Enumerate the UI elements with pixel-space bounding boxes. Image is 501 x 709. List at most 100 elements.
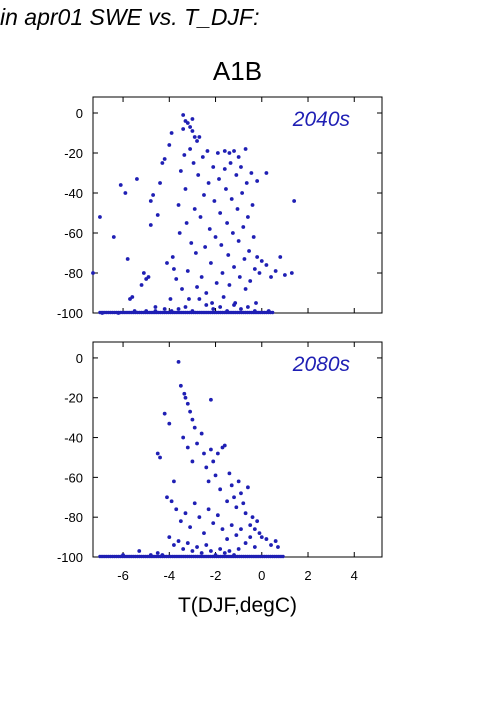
data-point [195, 441, 199, 446]
data-point [225, 537, 229, 541]
data-point [278, 255, 283, 259]
data-point [132, 309, 137, 313]
data-point [254, 301, 258, 305]
data-point [125, 257, 130, 261]
data-point [148, 553, 153, 557]
data-point [181, 127, 186, 131]
x-tick-label: -2 [210, 568, 222, 583]
data-point [246, 485, 250, 490]
y-tick-label: -20 [64, 146, 83, 161]
data-point [183, 511, 188, 516]
data-point [227, 283, 232, 287]
data-point [218, 547, 223, 551]
data-point [227, 151, 232, 155]
data-point [155, 451, 160, 456]
data-point [176, 360, 181, 364]
data-point [213, 235, 218, 239]
data-point [185, 401, 190, 406]
data-point [192, 135, 197, 139]
data-point [190, 117, 195, 121]
data-point [158, 181, 162, 185]
data-point [169, 499, 174, 504]
data-point [172, 543, 176, 547]
data-point [191, 161, 196, 165]
y-tick-label: -80 [64, 266, 83, 281]
data-point [183, 187, 188, 191]
data-point [232, 303, 236, 307]
data-point [118, 183, 123, 187]
y-tick-label: -20 [64, 391, 83, 406]
data-point [289, 271, 294, 275]
data-point [172, 267, 176, 271]
panel-2040s: 0 -20 -40 -60 -80 -100 2040s [57, 96, 383, 321]
data-point [141, 271, 146, 275]
data-point [144, 309, 149, 313]
data-point [199, 275, 204, 279]
data-point [221, 295, 226, 299]
data-point [135, 177, 139, 181]
x-tick-label: 4 [351, 568, 358, 583]
data-point [211, 521, 216, 526]
x-tick-label: 0 [258, 568, 265, 583]
data-point [204, 291, 209, 295]
data-point [176, 203, 181, 207]
data-point [190, 417, 195, 422]
data-point [204, 543, 209, 547]
data-point [212, 199, 217, 203]
data-point [209, 549, 213, 553]
x-tick-label: -4 [164, 568, 176, 583]
data-point [236, 479, 241, 484]
data-point [250, 515, 255, 520]
y-tick-label: -80 [64, 510, 83, 525]
data-point [270, 310, 275, 315]
data-point [232, 495, 236, 500]
data-point [181, 113, 186, 117]
data-point [116, 311, 121, 315]
data-point [239, 527, 243, 532]
data-point [236, 547, 241, 551]
data-point [204, 465, 209, 470]
data-point [224, 187, 228, 191]
data-point [230, 231, 235, 235]
data-point [218, 305, 223, 309]
data-point [153, 309, 158, 313]
data-point [169, 309, 174, 313]
data-point [192, 207, 197, 211]
data-point [181, 547, 186, 551]
data-point [172, 479, 176, 484]
data-point [218, 487, 223, 492]
data-point [255, 179, 260, 183]
data-point [165, 495, 169, 500]
data-point [239, 307, 243, 311]
data-point [236, 155, 241, 159]
data-point [250, 203, 255, 207]
data-point [197, 297, 202, 301]
data-point [222, 551, 227, 555]
data-point [241, 225, 246, 229]
data-point [178, 383, 183, 388]
data-point [146, 275, 151, 279]
data-point [276, 545, 280, 549]
data-point [203, 245, 208, 249]
data-point [247, 249, 251, 253]
data-point [190, 459, 195, 464]
data-point [213, 473, 218, 478]
data-point [190, 549, 195, 553]
data-point [197, 135, 202, 139]
y-tick-label: 0 [76, 106, 83, 121]
data-point [169, 131, 174, 135]
data-point [205, 149, 210, 153]
data-point [209, 447, 213, 452]
data-point [193, 251, 198, 255]
data-point [243, 147, 248, 151]
y-tick-label: -60 [64, 470, 83, 485]
data-point [236, 239, 241, 243]
data-point [282, 273, 287, 277]
data-point [232, 265, 236, 269]
data-point [183, 395, 188, 400]
panel-period-label: 2080s [292, 353, 351, 376]
panel-period-label: 2040s [292, 108, 351, 131]
data-point [174, 277, 179, 281]
data-point [220, 527, 225, 532]
data-point [225, 221, 229, 225]
